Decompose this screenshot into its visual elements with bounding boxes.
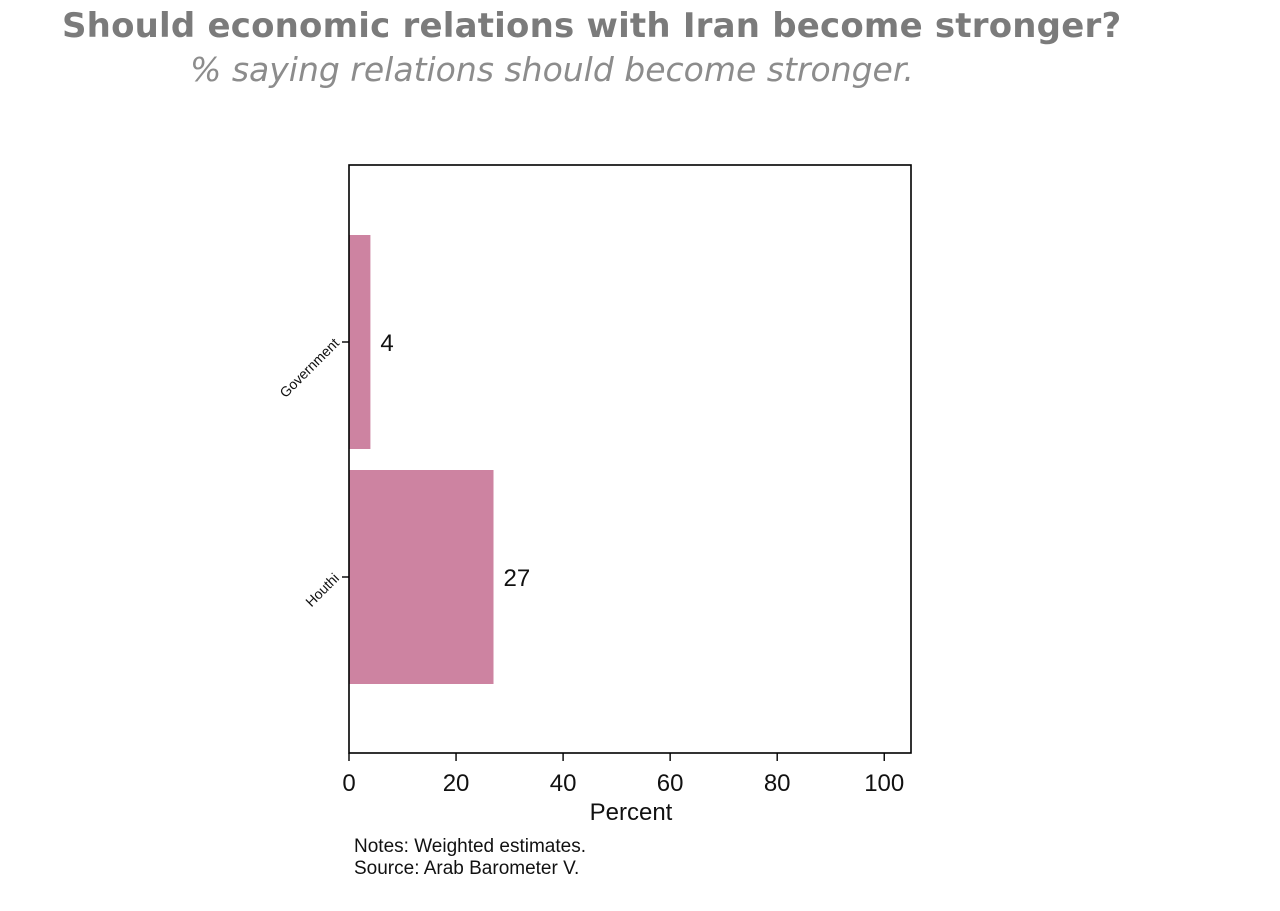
bar-government (349, 235, 371, 449)
x-tick-label: 60 (657, 770, 684, 797)
plot-frame (348, 164, 912, 754)
x-tick-label: 100 (864, 770, 904, 797)
chart-subtitle: % saying relations should become stronge… (190, 50, 914, 89)
chart-title: Should economic relations with Iran beco… (62, 6, 1122, 46)
x-tick-label: 80 (764, 770, 791, 797)
y-tick-label: Houthi (302, 570, 342, 610)
x-tick-label: 40 (550, 770, 577, 797)
x-tick-label: 20 (443, 770, 470, 797)
x-axis-label: Percent (590, 799, 673, 826)
x-tick-label: 0 (342, 770, 355, 797)
bar-houthi (349, 470, 494, 684)
data-label: 4 (380, 330, 393, 357)
chart-notes: Notes: Weighted estimates. Source: Arab … (354, 836, 586, 880)
data-label: 27 (504, 565, 531, 592)
source-line: Source: Arab Barometer V. (354, 858, 580, 879)
chart-marks: 4 27 (349, 235, 530, 684)
notes-line: Notes: Weighted estimates. (354, 836, 586, 857)
y-tick-label: Government (276, 335, 342, 401)
